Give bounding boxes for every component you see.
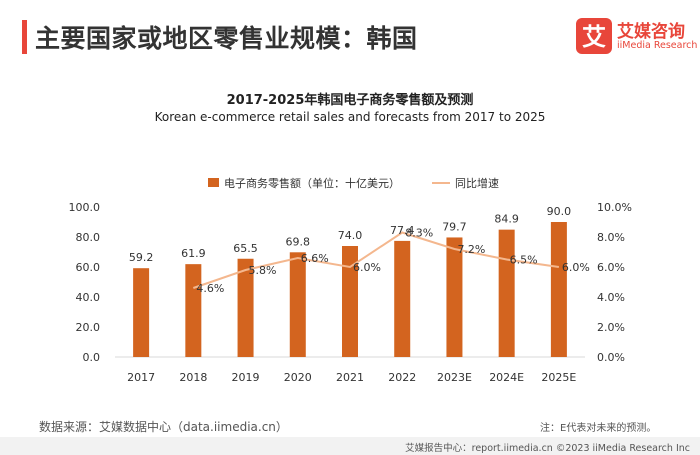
growth-rate-label: 4.6%: [196, 282, 224, 295]
data-source: 数据来源：艾媒数据中心（data.iimedia.cn）: [39, 420, 288, 434]
x-category-label: 2021: [336, 371, 364, 384]
copyright-text: 艾媒报告中心：report.iimedia.cn ©2023 iiMedia R…: [405, 443, 690, 454]
forecast-note: 注：E代表对未来的预测。: [540, 423, 657, 434]
bar-2020: [289, 252, 306, 357]
title-accent-bar: [22, 20, 27, 54]
y-left-tick-label: 40.0: [76, 291, 101, 304]
y-right-tick-label: 6.0%: [597, 261, 625, 274]
growth-rate-label: 6.0%: [353, 261, 381, 274]
bar-value-label: 74.0: [338, 229, 363, 242]
legend-bar-label: 电子商务零售额（单位：十亿美元）: [224, 176, 400, 190]
bar-2022: [394, 240, 411, 357]
growth-rate-label: 6.5%: [510, 254, 538, 267]
x-category-label: 2020: [284, 371, 312, 384]
growth-rate-label: 5.8%: [249, 264, 277, 277]
page-title: 主要国家或地区零售业规模：韩国: [35, 24, 418, 53]
bar-value-label: 90.0: [547, 205, 572, 218]
y-left-tick-label: 0.0: [83, 351, 101, 364]
y-right-tick-label: 10.0%: [597, 201, 632, 214]
bar-2018: [185, 264, 202, 357]
footer-bar: [0, 437, 700, 455]
iimedia-logo-icon: 艾: [576, 18, 612, 54]
logo-subtitle: iiMedia Research: [617, 40, 698, 51]
growth-rate-label: 8.3%: [405, 227, 433, 240]
bar-value-label: 84.9: [494, 213, 519, 226]
legend-bar-swatch: [208, 178, 219, 187]
y-right-tick-label: 8.0%: [597, 231, 625, 244]
y-left-tick-label: 60.0: [76, 261, 101, 274]
logo-glyph: 艾: [582, 23, 606, 51]
x-category-label: 2019: [232, 371, 260, 384]
logo-mark: 艾: [582, 23, 606, 51]
bar-value-label: 77.4: [390, 224, 415, 237]
y-left-tick-label: 100.0: [69, 201, 101, 214]
x-category-label: 2024E: [489, 371, 524, 384]
y-left-tick-label: 80.0: [76, 231, 101, 244]
bar-value-label: 65.5: [233, 242, 258, 255]
bar-value-label: 69.8: [286, 235, 311, 248]
chart-subtitle: Korean e-commerce retail sales and forec…: [154, 110, 546, 124]
logo-name: 艾媒咨询: [617, 22, 685, 42]
y-left-tick-label: 20.0: [76, 321, 101, 334]
legend-line-label: 同比增速: [455, 176, 499, 190]
x-category-label: 2017: [127, 371, 155, 384]
x-category-label: 2018: [179, 371, 207, 384]
bar-2024E: [498, 229, 515, 357]
bar-value-label: 59.2: [129, 251, 154, 264]
growth-rate-label: 7.2%: [457, 243, 485, 256]
growth-rate-label: 6.0%: [562, 261, 590, 274]
y-right-tick-label: 0.0%: [597, 351, 625, 364]
bar-2019: [237, 258, 254, 357]
growth-rate-line: [193, 231, 560, 289]
x-category-label: 2022: [388, 371, 416, 384]
y-right-tick-label: 4.0%: [597, 291, 625, 304]
bar-2017: [133, 268, 150, 357]
chart-title: 2017-2025年韩国电子商务零售额及预测: [226, 93, 474, 108]
bar-value-label: 61.9: [181, 247, 206, 260]
bar-2025E: [550, 222, 567, 357]
y-right-tick-label: 2.0%: [597, 321, 625, 334]
growth-rate-label: 6.6%: [301, 252, 329, 265]
bar-value-label: 79.7: [442, 220, 467, 233]
x-category-label: 2025E: [541, 371, 576, 384]
bar-2023E: [446, 237, 463, 357]
x-category-label: 2023E: [437, 371, 472, 384]
bar-2021: [342, 246, 358, 357]
